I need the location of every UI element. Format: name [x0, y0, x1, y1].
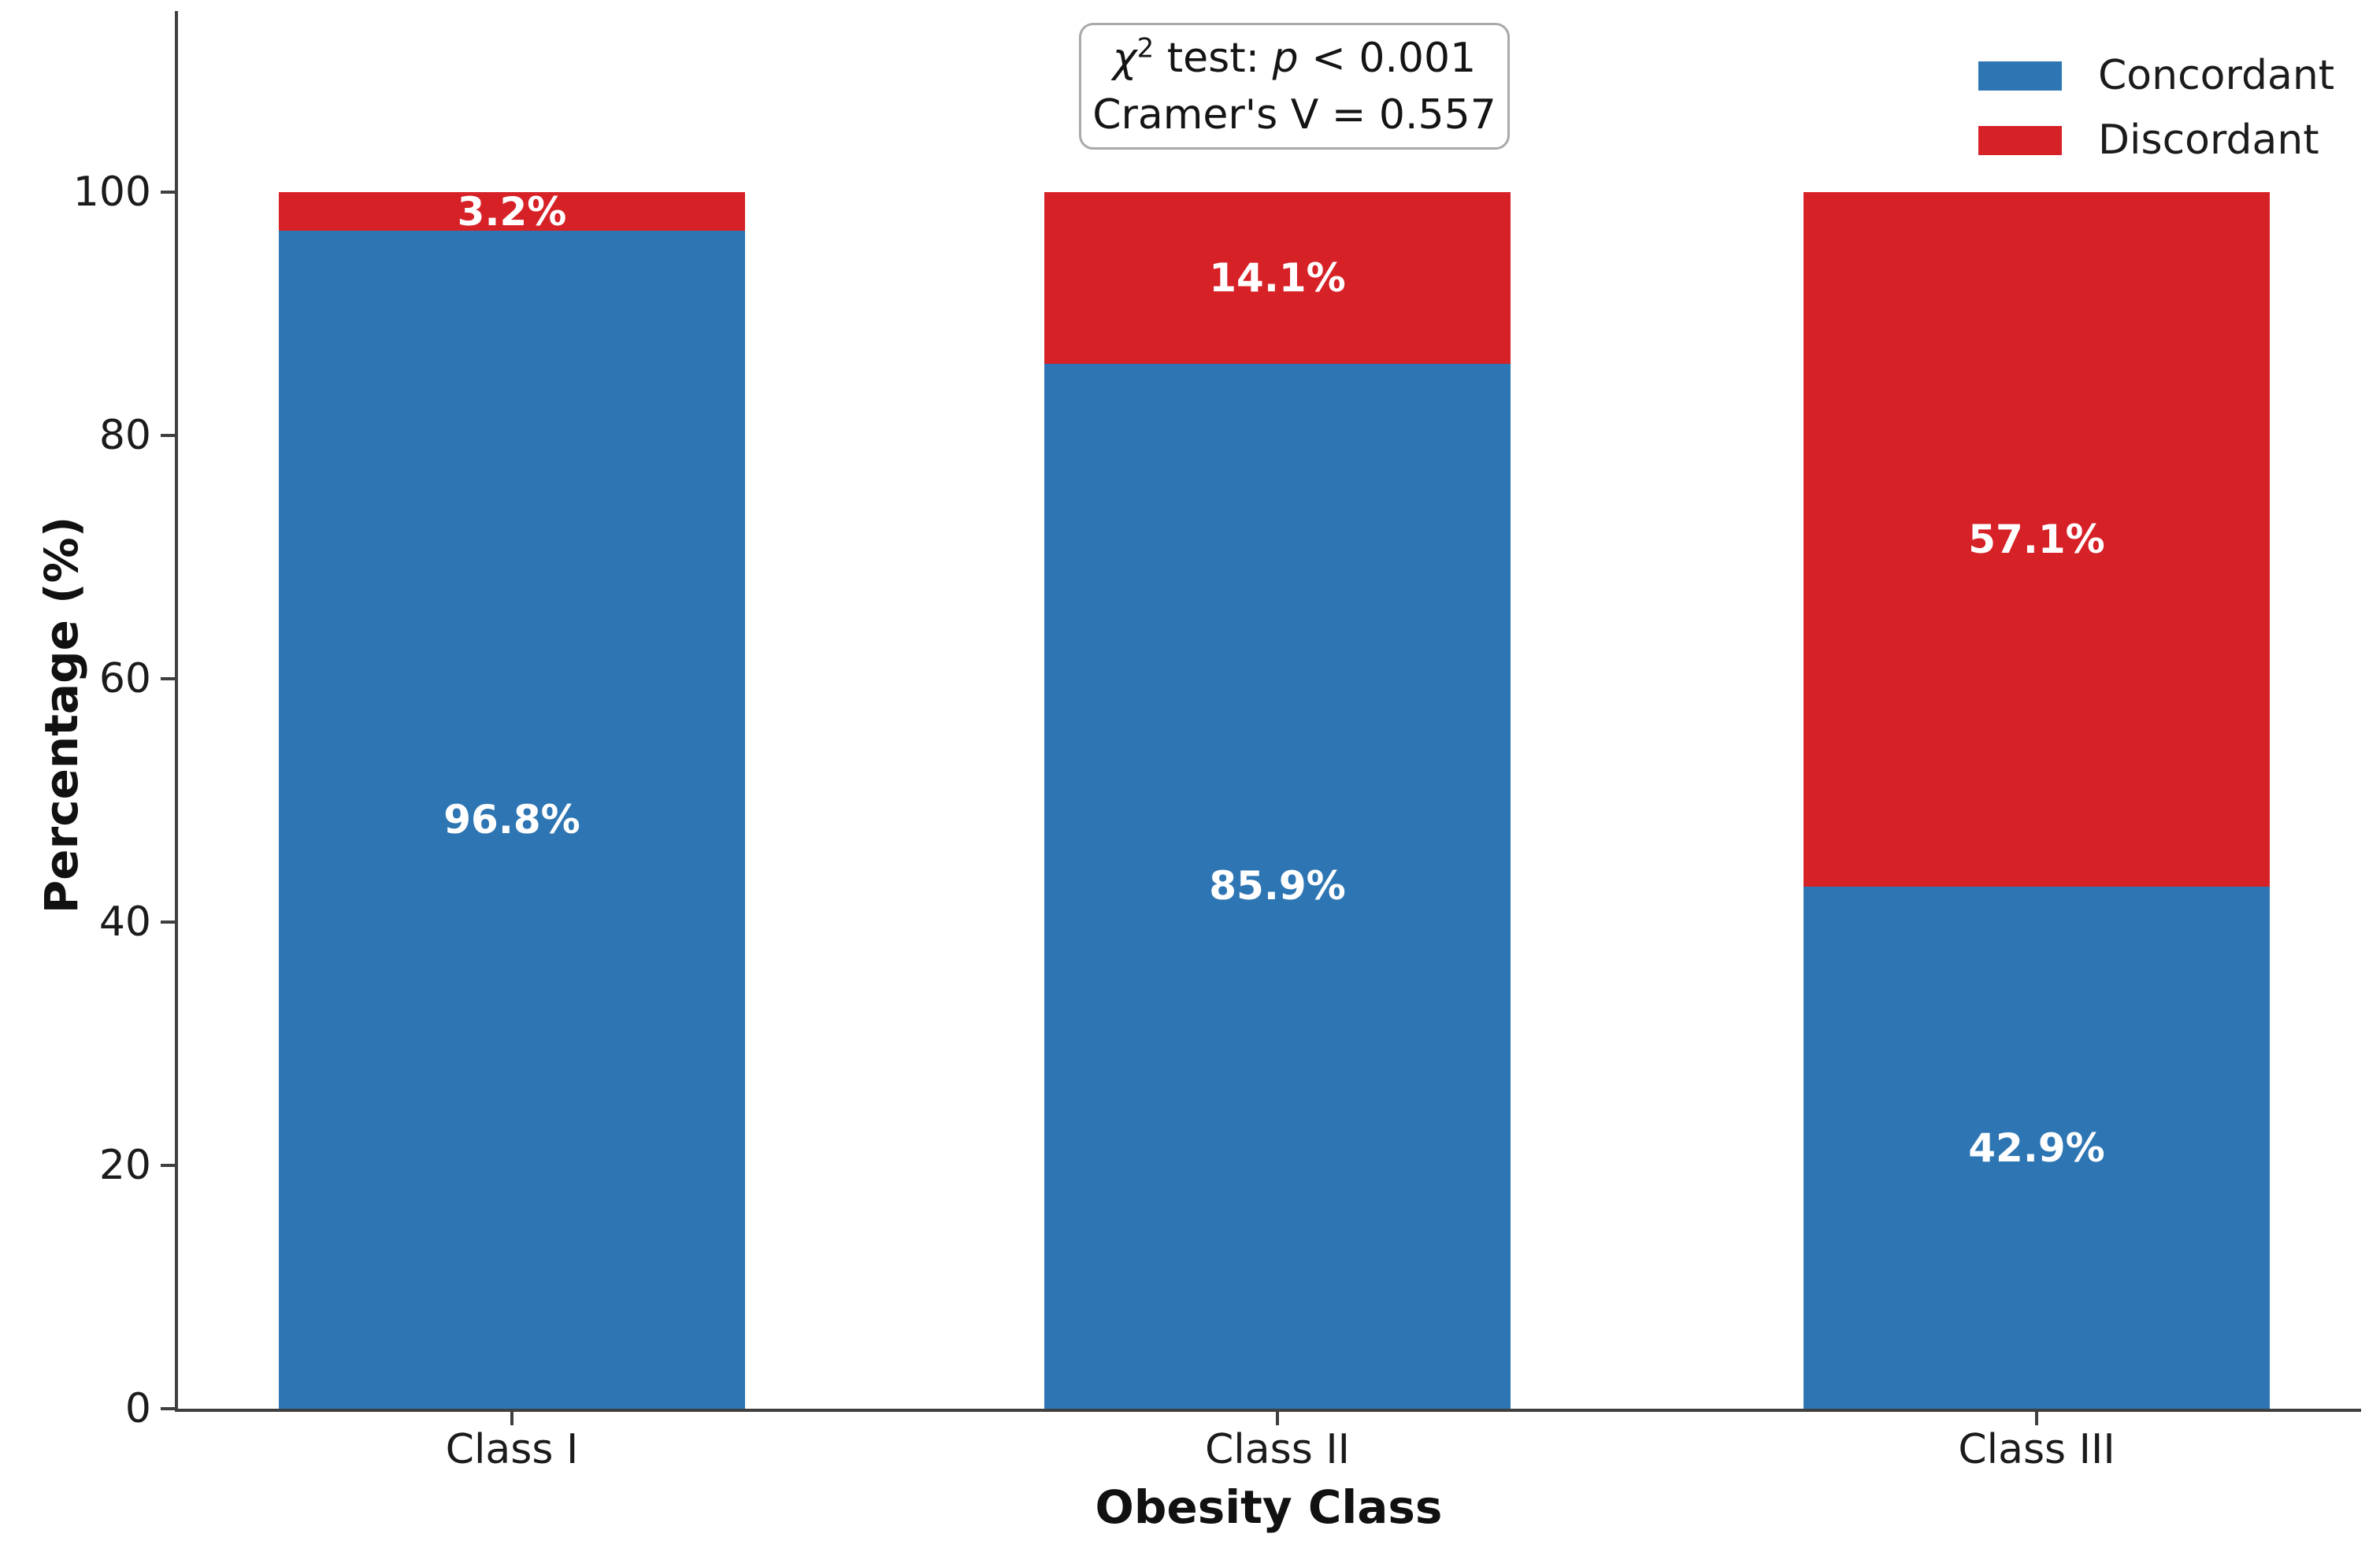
bar-segment-concordant-class-i: 96.8% — [279, 231, 745, 1409]
p-symbol: p — [1272, 34, 1299, 82]
y-tick-mark — [161, 434, 176, 437]
x-tick-label: Class II — [1204, 1426, 1350, 1473]
y-tick-label: 100 — [72, 169, 151, 216]
segment-value-label: 3.2% — [457, 188, 567, 235]
y-axis-title: Percentage (%) — [35, 516, 88, 914]
bar-segment-discordant-class-i: 3.2% — [279, 188, 745, 235]
stats-annotation-box: χ2 test: p < 0.001 Cramer's V = 0.557 — [1079, 23, 1510, 150]
x-axis-title: Obesity Class — [1095, 1480, 1443, 1534]
y-tick-mark — [161, 1407, 176, 1410]
y-tick-label: 80 — [98, 412, 151, 459]
bar-segment-discordant-class-ii: 14.1% — [1044, 192, 1511, 364]
x-tick-mark — [2035, 1412, 2038, 1425]
x-tick-label: Class I — [445, 1426, 579, 1473]
cramers-v-result: Cramer's V = 0.557 — [1092, 91, 1496, 139]
legend-swatch-discordant — [1978, 125, 2062, 155]
bar-segment-concordant-class-iii: 42.9% — [1804, 887, 2270, 1409]
y-tick-mark — [161, 1164, 176, 1167]
segment-value-label: 85.9% — [1209, 863, 1346, 909]
legend-item-concordant: Concordant — [1978, 43, 2334, 108]
y-tick-mark — [161, 191, 176, 194]
segment-value-label: 42.9% — [1968, 1124, 2105, 1171]
y-tick-mark — [161, 677, 176, 680]
segment-value-label: 57.1% — [1968, 517, 2105, 563]
segment-value-label: 96.8% — [443, 797, 580, 843]
chi-exponent: 2 — [1136, 32, 1155, 65]
chi-square-test-result: χ2 test: p < 0.001 — [1112, 32, 1477, 82]
chi-symbol: χ — [1112, 34, 1137, 82]
y-tick-label: 40 — [98, 898, 151, 946]
legend-label: Discordant — [2098, 117, 2319, 164]
legend-swatch-concordant — [1978, 61, 2062, 91]
y-tick-label: 20 — [98, 1142, 151, 1189]
bar-segment-discordant-class-iii: 57.1% — [1804, 192, 2270, 887]
x-tick-label: Class III — [1958, 1426, 2115, 1473]
y-tick-mark — [161, 921, 176, 924]
y-tick-label: 0 — [124, 1385, 151, 1432]
bar-segment-concordant-class-ii: 85.9% — [1044, 363, 1511, 1409]
legend: Concordant Discordant — [1978, 43, 2334, 172]
legend-label: Concordant — [2098, 52, 2335, 99]
y-axis-spine — [175, 11, 178, 1412]
y-tick-label: 60 — [98, 655, 151, 702]
x-tick-mark — [510, 1412, 513, 1425]
segment-value-label: 14.1% — [1209, 254, 1346, 301]
legend-item-discordant: Discordant — [1978, 108, 2334, 172]
x-axis-spine — [175, 1409, 2361, 1412]
x-tick-mark — [1276, 1412, 1279, 1425]
